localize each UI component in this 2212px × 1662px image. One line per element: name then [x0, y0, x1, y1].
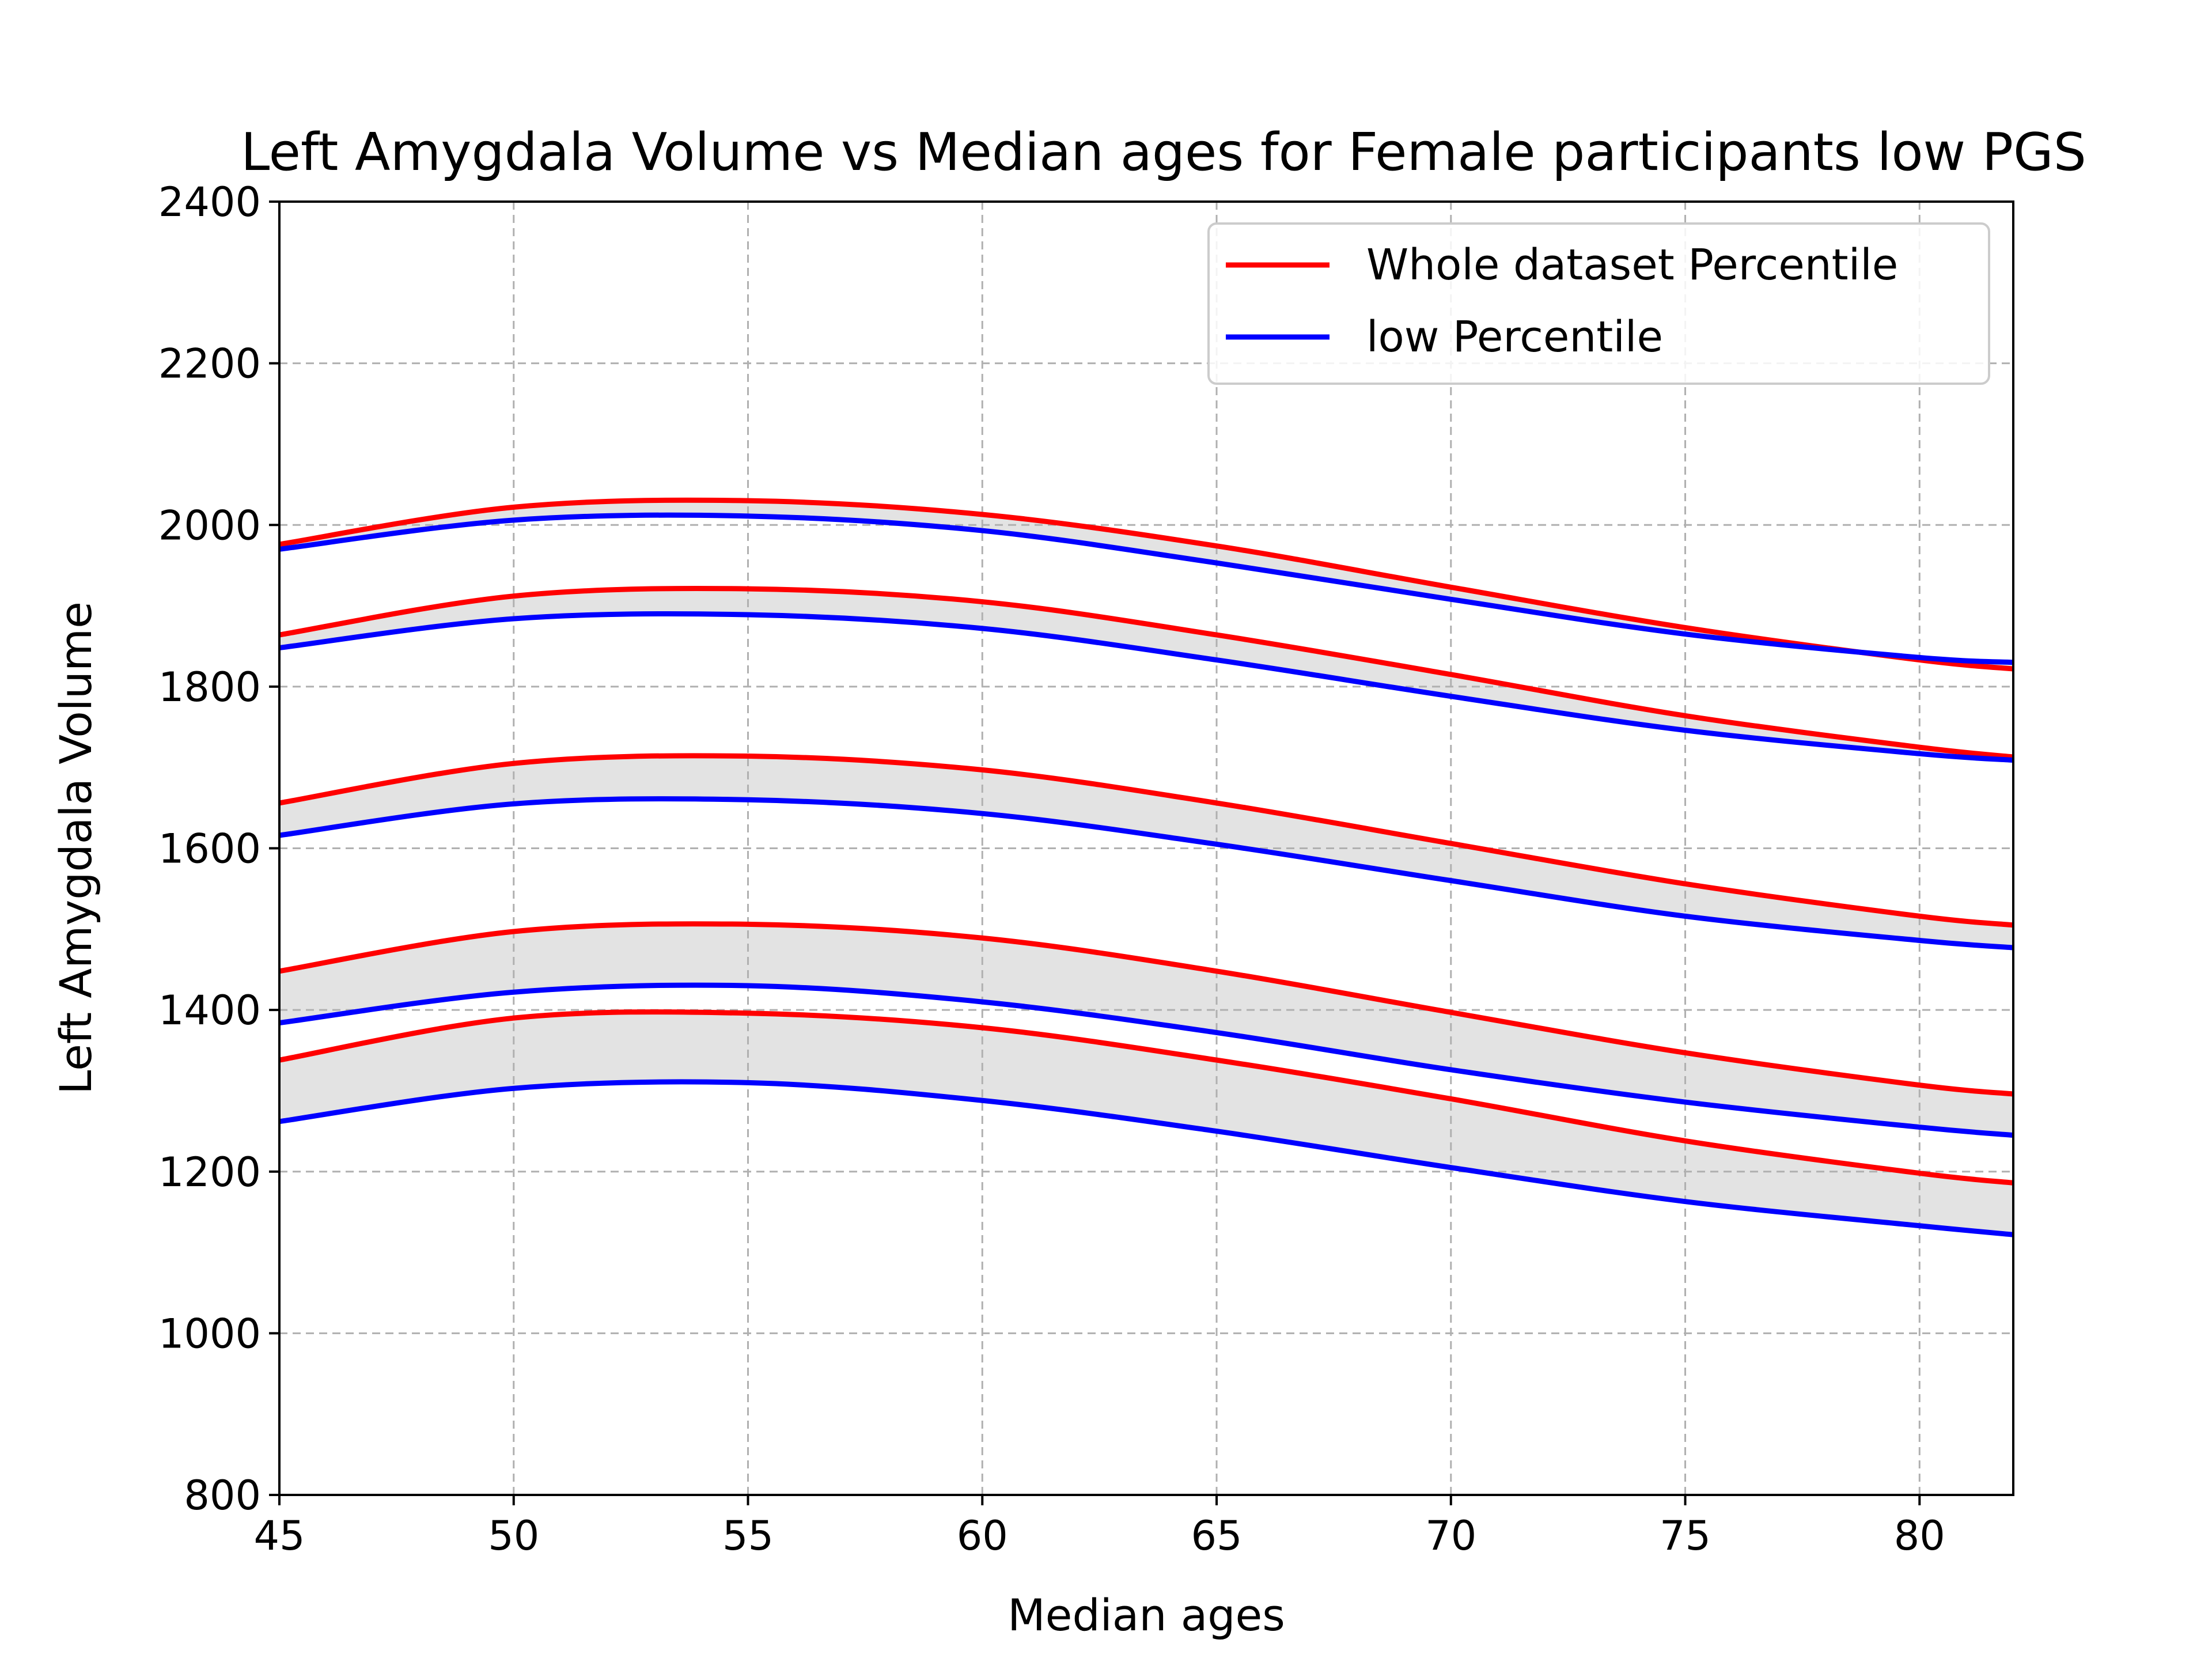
legend-label-low-percentile: low Percentile — [1366, 312, 1663, 362]
shaded-band-1 — [279, 923, 2013, 1135]
series-line-0 — [279, 1009, 2014, 1186]
y-tick-label-1600: 1600 — [158, 826, 261, 873]
series-line-5 — [279, 796, 2014, 951]
y-tick-label-1800: 1800 — [158, 664, 261, 711]
series-line-8 — [279, 497, 2014, 672]
series-line-2 — [279, 921, 2014, 1097]
y-axis-label: Left Amygdala Volume — [50, 601, 101, 1095]
series-line-6 — [279, 585, 2014, 760]
x-tick-label-60: 60 — [957, 1512, 1008, 1559]
x-tick-label-50: 50 — [488, 1512, 539, 1559]
y-tick-label-2400: 2400 — [158, 179, 261, 226]
x-tick-label-65: 65 — [1191, 1512, 1242, 1559]
x-tick-label-75: 75 — [1660, 1512, 1711, 1559]
legend-label-whole-dataset: Whole dataset Percentile — [1366, 240, 1898, 290]
y-tick-label-1000: 1000 — [158, 1310, 261, 1357]
series-line-7 — [279, 611, 2014, 763]
x-tick-label-70: 70 — [1425, 1512, 1476, 1559]
series-lines — [279, 497, 2014, 1237]
y-tick-label-2000: 2000 — [158, 502, 261, 549]
shaded-band-0 — [279, 1012, 2013, 1235]
series-line-1 — [279, 1079, 2014, 1237]
y-tick-label-2200: 2200 — [158, 340, 261, 388]
axis-ticks: 45 50 55 60 65 70 75 80 800 1000 1200 1400 1600 1800 2… — [158, 179, 1945, 1559]
chart-title: Left Amygdala Volume vs Median ages for … — [241, 122, 2086, 183]
x-tick-label-45: 45 — [253, 1512, 305, 1559]
x-tick-label-80: 80 — [1894, 1512, 1945, 1559]
legend-box — [1207, 222, 1990, 385]
x-tick-label-55: 55 — [722, 1512, 774, 1559]
y-tick-label-1200: 1200 — [158, 1149, 261, 1196]
series-line-9 — [279, 512, 2014, 665]
series-line-4 — [279, 753, 2014, 928]
y-tick-label-1400: 1400 — [158, 987, 261, 1034]
legend: Whole dataset Percentile low Percentile — [1207, 222, 1990, 385]
y-tick-label-800: 800 — [184, 1472, 261, 1519]
x-axis-label: Median ages — [1007, 1589, 1285, 1641]
series-line-3 — [279, 982, 2014, 1138]
